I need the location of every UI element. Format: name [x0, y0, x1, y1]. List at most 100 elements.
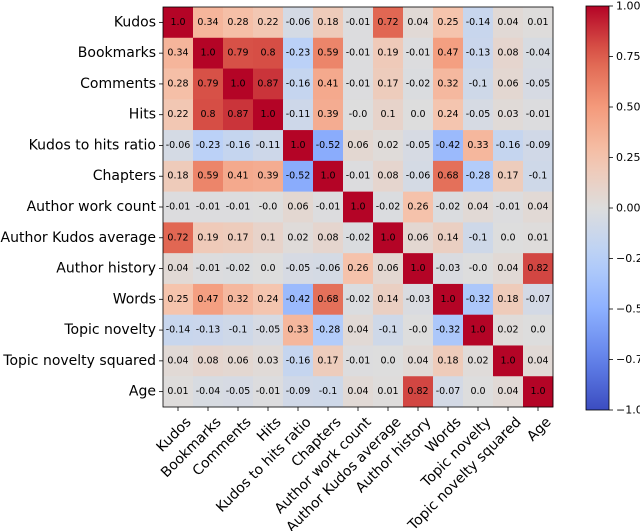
cell-value-label: -0.02	[436, 202, 461, 213]
cell-value-label: -0.42	[286, 294, 311, 305]
cell-value-label: 0.17	[317, 355, 338, 366]
cell-value-label: -0.06	[406, 171, 431, 182]
row-labels: Kudos Bookmarks Comments Hits Kudos to hits …	[1, 14, 163, 400]
colorbar-tick-label: −1.00	[616, 404, 640, 417]
heatmap-cell	[253, 191, 284, 223]
cell-value-label: -0.01	[346, 171, 371, 182]
heatmap-cell	[373, 345, 404, 377]
cell-value-label: 0.8	[260, 48, 275, 59]
cell-value-label: -0.05	[256, 325, 281, 336]
cell-value-label: -0.06	[286, 17, 311, 28]
cell-value-label: 1.0	[320, 171, 335, 182]
cell-value-label: -0.0	[349, 109, 368, 120]
heatmap-cell	[523, 376, 554, 408]
heatmap-cell	[253, 253, 284, 285]
heatmap-cell	[283, 345, 314, 377]
cell-value-label: 0.04	[527, 355, 548, 366]
cell-value-label: 0.1	[260, 232, 275, 243]
heatmap-cell	[343, 253, 374, 285]
cell-value-label: 0.02	[287, 232, 308, 243]
cell-value-label: -0.02	[376, 202, 401, 213]
heatmap-cell	[373, 283, 404, 315]
row-label: Kudos	[114, 14, 156, 30]
heatmap-cell	[403, 37, 434, 69]
cell-value-label: 0.22	[257, 17, 278, 28]
heatmap-cell	[493, 160, 524, 192]
heatmap-cell	[433, 130, 464, 162]
heatmap-cell	[433, 345, 464, 377]
heatmap-cell	[163, 7, 194, 39]
cell-value-label: 0.06	[407, 232, 428, 243]
heatmap-cell	[463, 376, 494, 408]
heatmap-cell	[343, 345, 374, 377]
heatmap-cell	[193, 130, 224, 162]
row-label: Topic novelty	[63, 322, 156, 338]
cell-value-label: 0.41	[227, 171, 248, 182]
cell-value-label: -0.03	[406, 294, 431, 305]
cell-value-label: -0.01	[196, 202, 221, 213]
heatmap-cell	[523, 283, 554, 315]
heatmap-cell	[163, 99, 194, 131]
heatmap-cell	[283, 68, 314, 100]
cell-value-label: -0.01	[316, 202, 341, 213]
cell-value-label: 0.19	[197, 232, 218, 243]
heatmap-cell	[403, 345, 434, 377]
cell-value-label: -0.28	[466, 171, 491, 182]
cell-value-label: 0.04	[167, 355, 188, 366]
cell-value-label: 0.87	[257, 78, 278, 89]
cell-value-label: 0.08	[317, 232, 338, 243]
heatmap-cell	[373, 99, 404, 131]
cell-value-label: -0.01	[226, 202, 251, 213]
cell-value-label: -0.16	[286, 355, 311, 366]
heatmap-cell	[313, 283, 344, 315]
heatmap-cell	[163, 314, 194, 346]
heatmap-cell	[223, 283, 254, 315]
heatmap-cell	[163, 68, 194, 100]
row-label: Author Kudos average	[1, 230, 156, 246]
cell-value-label: 0.19	[377, 48, 398, 59]
heatmap-cell	[253, 7, 284, 39]
cell-value-label: -0.02	[346, 232, 371, 243]
cell-value-label: 0.59	[197, 171, 218, 182]
cell-value-label: 0.26	[347, 263, 368, 274]
heatmap-cell	[523, 314, 554, 346]
heatmap-cell	[253, 283, 284, 315]
cell-value-label: -0.07	[436, 386, 461, 397]
heatmap-cell	[193, 191, 224, 223]
heatmap-cell	[463, 345, 494, 377]
heatmap-cell	[433, 222, 464, 254]
cell-value-label: 0.47	[437, 48, 458, 59]
cell-value-label: -0.1	[469, 78, 488, 89]
cell-value-label: -0.14	[466, 17, 491, 28]
heatmap-cell	[433, 283, 464, 315]
cell-value-label: -0.05	[466, 109, 491, 120]
heatmap-cell	[283, 99, 314, 131]
cell-value-label: 0.04	[497, 17, 518, 28]
heatmap-cell	[343, 376, 374, 408]
heatmap-cell	[313, 222, 344, 254]
heatmap-cell	[433, 314, 464, 346]
heatmap-cell	[283, 191, 314, 223]
heatmap-cell	[343, 7, 374, 39]
cell-value-label: -0.02	[226, 263, 251, 274]
cell-value-label: -0.01	[406, 48, 431, 59]
heatmap-cell	[523, 99, 554, 131]
heatmap-cell	[493, 68, 524, 100]
cell-value-label: 0.68	[437, 171, 458, 182]
heatmap-cell	[193, 7, 224, 39]
row-label: Words	[113, 291, 156, 307]
heatmap-cell	[343, 37, 374, 69]
heatmap-cell	[343, 130, 374, 162]
cell-value-label: -0.06	[316, 263, 341, 274]
heatmap-cell	[343, 191, 374, 223]
cell-value-label: -0.09	[526, 140, 551, 151]
row-label: Kudos to hits ratio	[29, 137, 156, 153]
heatmap-cell	[313, 376, 344, 408]
heatmap-cell	[283, 283, 314, 315]
cell-value-label: 0.41	[317, 78, 338, 89]
row-label: Chapters	[93, 168, 156, 184]
cell-value-label: -0.02	[346, 294, 371, 305]
heatmap-cell	[193, 314, 224, 346]
cell-value-label: 1.0	[500, 355, 515, 366]
cell-value-label: 0.04	[527, 202, 548, 213]
